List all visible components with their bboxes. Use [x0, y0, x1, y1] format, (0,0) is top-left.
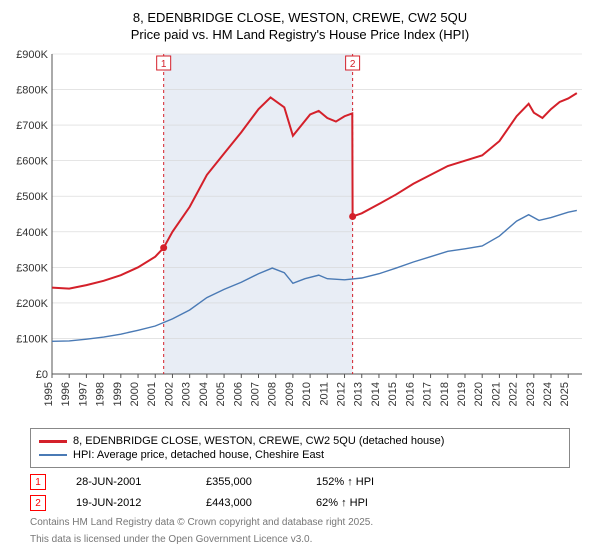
svg-text:2000: 2000 [129, 382, 141, 406]
svg-text:1: 1 [161, 59, 167, 70]
svg-text:2001: 2001 [146, 382, 158, 406]
svg-text:1998: 1998 [95, 382, 107, 406]
svg-text:£400K: £400K [16, 227, 48, 239]
svg-text:2003: 2003 [181, 382, 193, 406]
svg-text:2017: 2017 [422, 382, 434, 406]
svg-text:2012: 2012 [336, 382, 348, 406]
svg-text:2011: 2011 [318, 382, 330, 406]
svg-text:2009: 2009 [284, 382, 296, 406]
svg-text:2024: 2024 [542, 382, 554, 406]
svg-text:£600K: £600K [16, 156, 48, 168]
svg-text:2018: 2018 [439, 382, 451, 406]
svg-text:2002: 2002 [163, 382, 175, 406]
legend-label-hpi: HPI: Average price, detached house, Ches… [73, 449, 324, 461]
svg-text:2015: 2015 [387, 382, 399, 406]
svg-text:2020: 2020 [473, 382, 485, 406]
svg-text:2008: 2008 [267, 382, 279, 406]
transaction-pct: 62% ↑ HPI [316, 497, 396, 509]
svg-text:1995: 1995 [43, 382, 55, 406]
svg-text:£700K: £700K [16, 120, 48, 132]
chart-svg: £0 £100K £200K £300K £400K £500K £600K £700K £80… [10, 44, 590, 424]
svg-text:2005: 2005 [215, 382, 227, 406]
svg-text:£200K: £200K [16, 298, 48, 310]
svg-text:£300K: £300K [16, 262, 48, 274]
svg-text:2022: 2022 [508, 382, 520, 406]
svg-text:1999: 1999 [112, 382, 124, 406]
transaction-price: £443,000 [206, 497, 286, 509]
svg-text:2007: 2007 [249, 382, 261, 406]
svg-text:2006: 2006 [232, 382, 244, 406]
transaction-row: 2 19-JUN-2012 £443,000 62% ↑ HPI [30, 495, 570, 511]
svg-text:2016: 2016 [404, 382, 416, 406]
legend-box: 8, EDENBRIDGE CLOSE, WESTON, CREWE, CW2 … [30, 428, 570, 468]
transaction-marker-icon: 1 [30, 474, 46, 490]
copyright-line1: Contains HM Land Registry data © Crown c… [30, 517, 570, 528]
svg-text:2014: 2014 [370, 382, 382, 406]
chart-title-line2: Price paid vs. HM Land Registry's House … [10, 27, 590, 42]
svg-text:£100K: £100K [16, 333, 48, 345]
svg-text:2010: 2010 [301, 382, 313, 406]
legend-row-hpi: HPI: Average price, detached house, Ches… [39, 449, 561, 461]
svg-text:£900K: £900K [16, 49, 48, 61]
legend-swatch-hpi [39, 454, 67, 456]
svg-text:£500K: £500K [16, 191, 48, 203]
svg-text:£0: £0 [36, 369, 48, 381]
svg-text:2004: 2004 [198, 382, 210, 406]
chart-title-line1: 8, EDENBRIDGE CLOSE, WESTON, CREWE, CW2 … [10, 10, 590, 25]
svg-text:2021: 2021 [490, 382, 502, 406]
svg-text:1997: 1997 [77, 382, 89, 406]
transaction-date: 19-JUN-2012 [76, 497, 176, 509]
transaction-pct: 152% ↑ HPI [316, 476, 396, 488]
svg-text:2: 2 [350, 59, 356, 70]
svg-text:2019: 2019 [456, 382, 468, 406]
svg-text:2013: 2013 [353, 382, 365, 406]
transaction-price: £355,000 [206, 476, 286, 488]
transactions-table: 1 28-JUN-2001 £355,000 152% ↑ HPI 2 19-J… [30, 474, 570, 511]
transaction-row: 1 28-JUN-2001 £355,000 152% ↑ HPI [30, 474, 570, 490]
transaction-marker-icon: 2 [30, 495, 46, 511]
svg-text:£800K: £800K [16, 85, 48, 97]
svg-text:2025: 2025 [559, 382, 571, 406]
legend-row-property: 8, EDENBRIDGE CLOSE, WESTON, CREWE, CW2 … [39, 435, 561, 447]
svg-text:2023: 2023 [525, 382, 537, 406]
copyright-line2: This data is licensed under the Open Gov… [30, 534, 570, 545]
chart-area: £0 £100K £200K £300K £400K £500K £600K £700K £80… [10, 44, 590, 424]
legend-label-property: 8, EDENBRIDGE CLOSE, WESTON, CREWE, CW2 … [73, 435, 444, 447]
legend-swatch-property [39, 440, 67, 443]
transaction-date: 28-JUN-2001 [76, 476, 176, 488]
svg-text:1996: 1996 [60, 382, 72, 406]
